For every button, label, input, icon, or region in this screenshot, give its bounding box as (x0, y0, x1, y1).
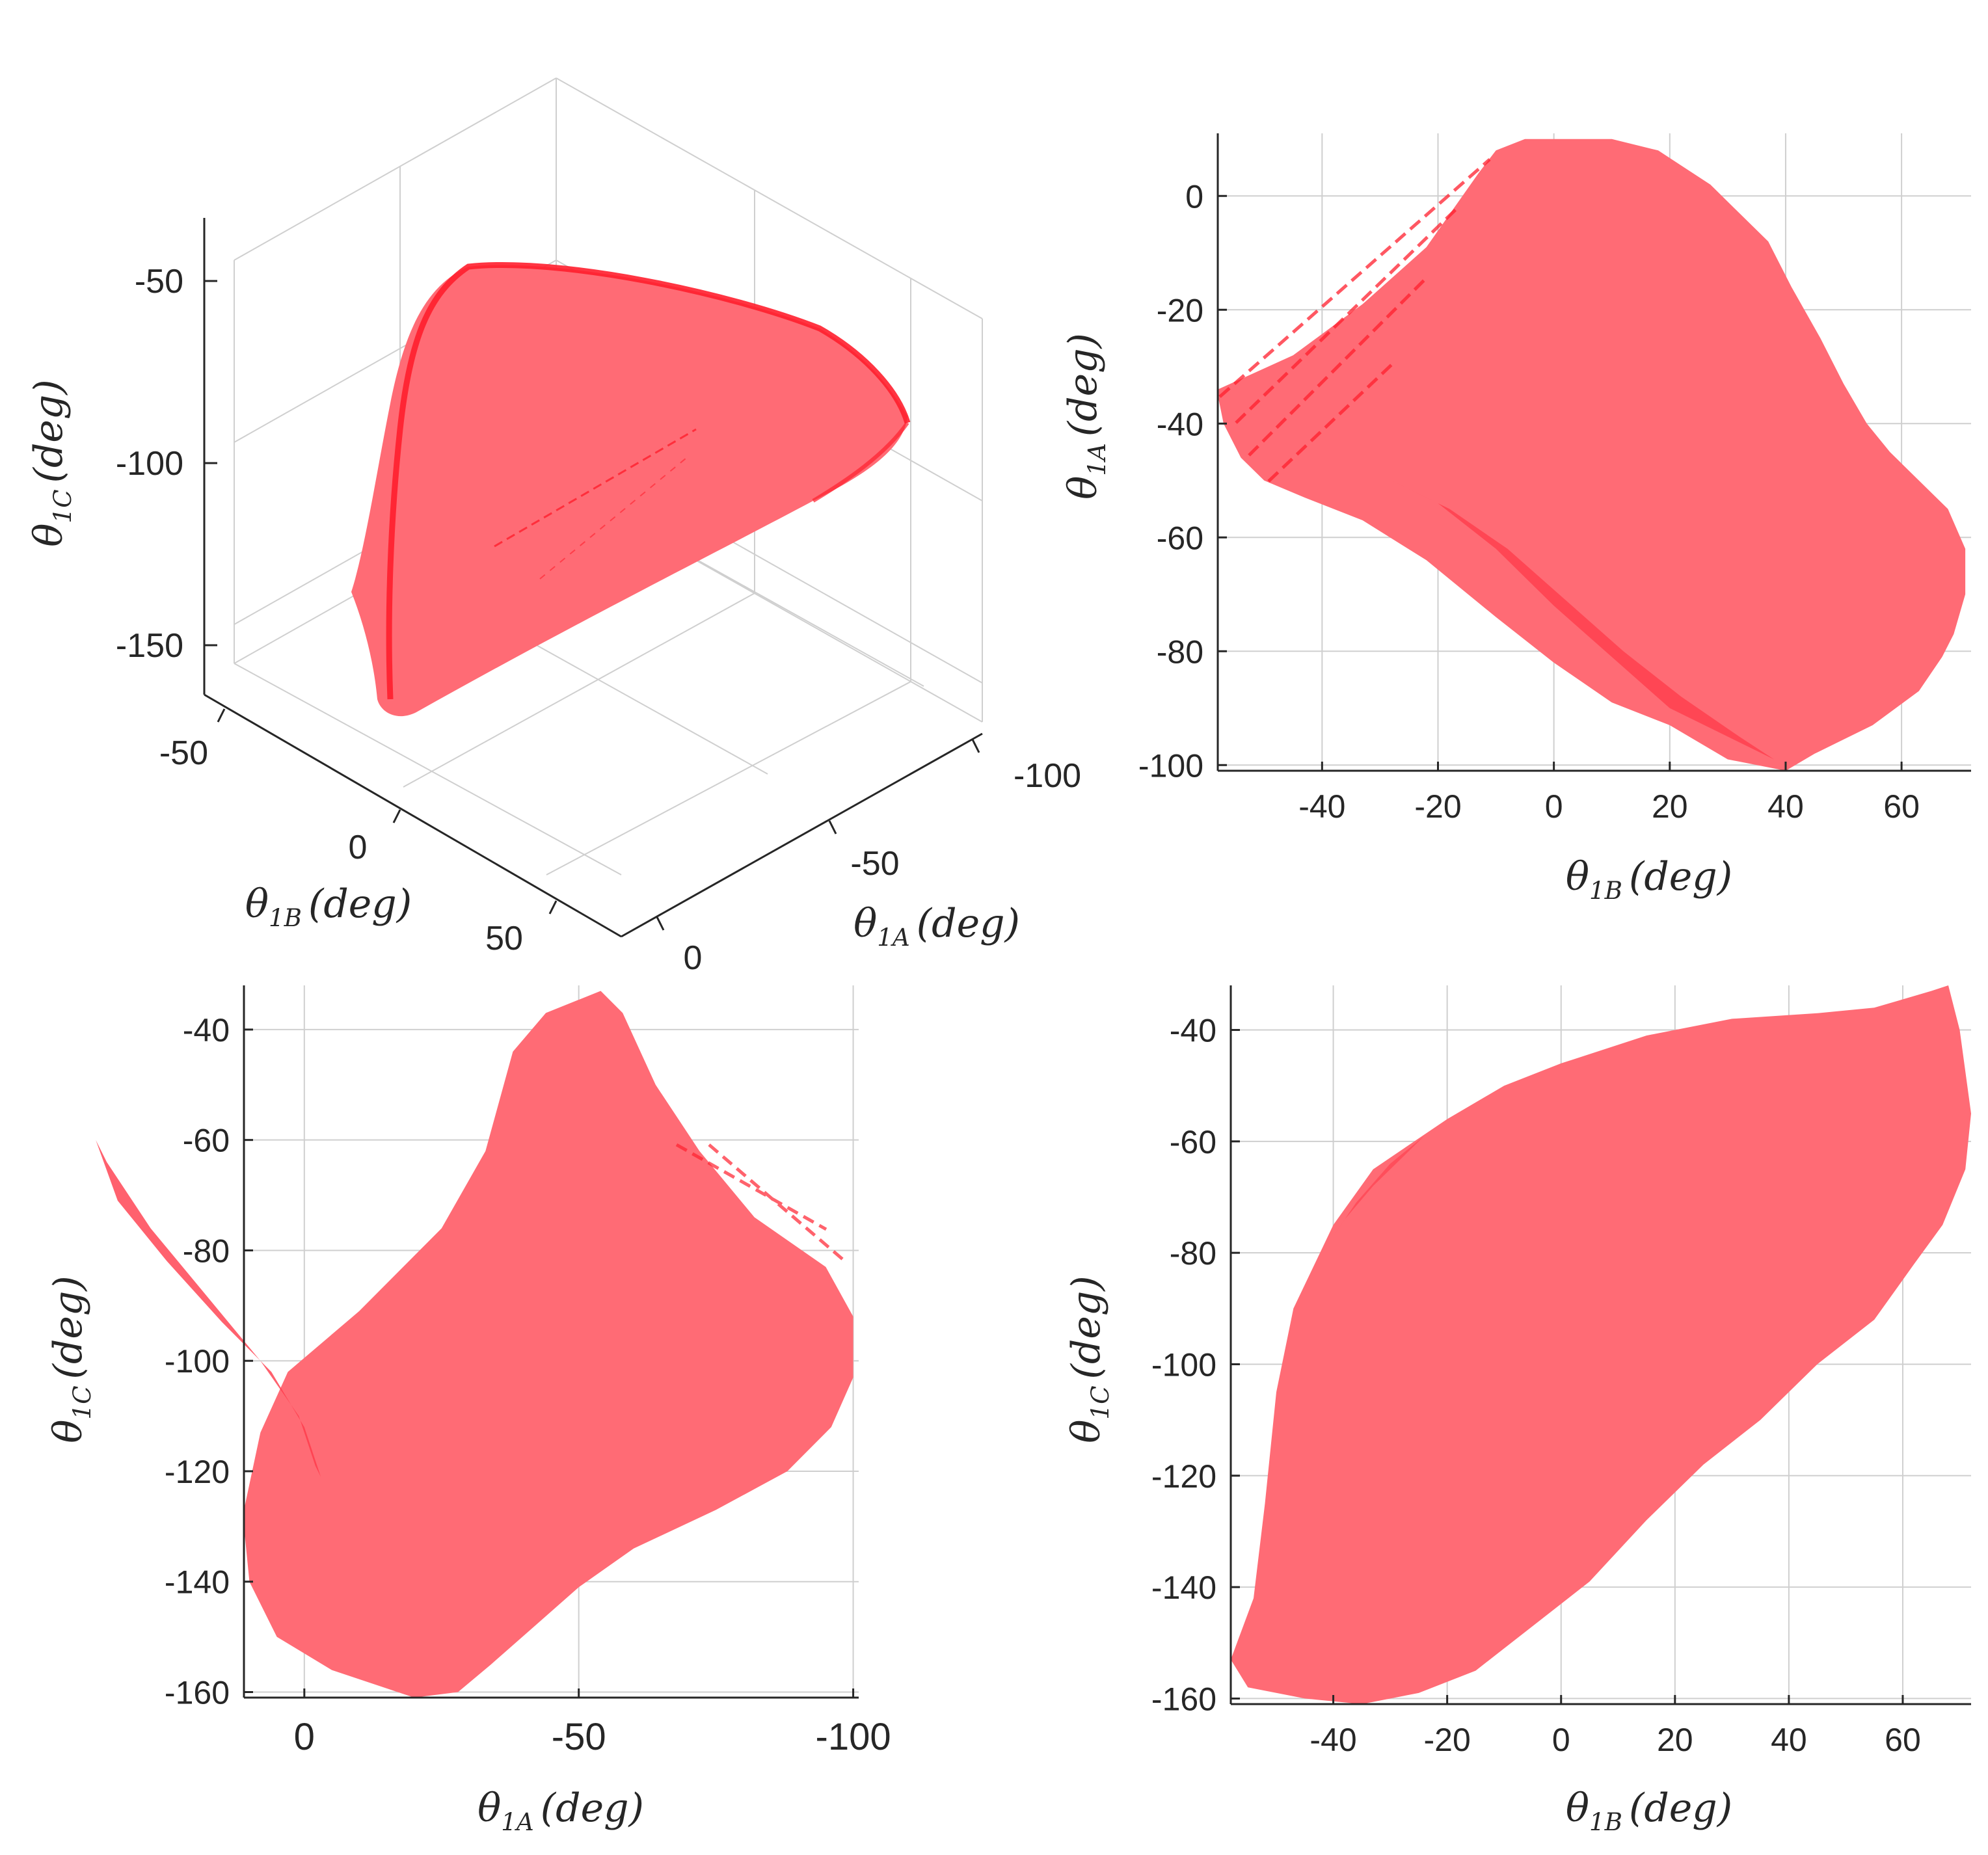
xtick-label: 60 (1883, 788, 1920, 825)
panel-a-vs-b-dense-band (1391, 480, 1775, 760)
panel-3d-ytick-mark-2 (828, 820, 837, 834)
panel-3d-xtick-mark-2 (392, 809, 401, 823)
panel-c-vs-a-xticks: 0 -50 -100 (294, 1716, 891, 1758)
panel-3d-inner-streak (494, 428, 697, 548)
panel-c-vs-a: 0 -50 -100 -40 -60 -80 -100 -120 -140 -160 θ1A (d… (46, 985, 891, 1836)
panel-3d-ytick-2: -100 (1014, 757, 1081, 795)
panel-c-vs-b-region (1231, 985, 1971, 1704)
panel-a-vs-b-edge-streaks (1218, 158, 1491, 483)
panel-3d-ytick-mark-1 (656, 916, 665, 931)
xtick-label: -40 (1298, 788, 1345, 825)
ytick-label: -60 (1170, 1124, 1216, 1160)
panel-3d-inner-streak-2 (539, 455, 690, 580)
panel-c-vs-b-xlabel: θ1B (deg) (1566, 1785, 1732, 1836)
panel-c-vs-b-xticks: -40 -20 0 20 40 60 (1310, 1722, 1920, 1758)
panel-c-vs-b-axes (1229, 985, 1971, 1705)
ytick-label: -100 (165, 1343, 230, 1380)
panel-3d-ztick-0: -50 (135, 263, 183, 300)
xtick-label: 40 (1771, 1722, 1807, 1758)
ytick-label: -40 (1157, 406, 1203, 442)
panel-3d-surface (351, 265, 907, 717)
panel-c-vs-a-ylabel: θ1C(deg) (46, 1275, 96, 1443)
ytick-label: -40 (183, 1012, 230, 1048)
xtick-label: 60 (1885, 1722, 1921, 1758)
panel-3d-xtick-1: 0 (349, 829, 368, 866)
ytick-label: -160 (165, 1675, 230, 1711)
panel-c-vs-b-yticks: -40 -60 -80 -100 -120 -140 -160 (1151, 1013, 1216, 1718)
panel-3d-xlabel: θ1B (deg) (245, 881, 412, 932)
ytick-label: -80 (1170, 1235, 1216, 1272)
panel-3d-ylabel: θ1A (deg) (853, 901, 1020, 952)
ytick-label: -120 (165, 1454, 230, 1490)
ytick-label: -120 (1151, 1458, 1216, 1495)
xtick-label: 40 (1767, 788, 1804, 825)
ytick-label: -20 (1157, 292, 1203, 328)
ytick-label: -100 (1138, 747, 1203, 784)
panel-a-vs-b-ylabel: θ1A(deg) (1060, 333, 1111, 500)
panel-3d-region (351, 262, 911, 717)
panel-c-vs-a-region (244, 991, 853, 1698)
panel-3d-zlabel: θ1C(deg) (26, 379, 77, 546)
ytick-label: -40 (1170, 1013, 1216, 1049)
panel-a-vs-b: -40 -20 0 20 40 60 0 -20 -40 -60 -80 -100 θ1B (deg)… (1060, 133, 1971, 905)
xtick-label: -50 (552, 1716, 606, 1758)
xtick-label: 0 (1552, 1722, 1570, 1758)
panel-c-vs-a-axes (243, 985, 859, 1699)
xtick-label: 0 (294, 1716, 315, 1758)
panel-3d-xtick-0: -50 (159, 734, 208, 772)
panel-c-vs-a-edge-streaks (675, 1143, 847, 1263)
panel-a-vs-b-yticks: 0 -20 -40 -60 -80 -100 (1138, 178, 1203, 784)
panel-a-vs-b-region (1218, 139, 1966, 771)
panel-3d-y-axis (621, 732, 983, 938)
panel-3d-ztick-1: -100 (116, 445, 183, 483)
panel-3d: -50 -100 -150 -50 0 50 0 -50 -100 θ1C(de… (26, 77, 1081, 977)
panel-3d-xtick-mark-3 (548, 900, 557, 914)
xtick-label: -20 (1424, 1722, 1471, 1758)
panel-a-vs-b-xticks: -40 -20 0 20 40 60 (1298, 788, 1920, 825)
xtick-label: -100 (816, 1716, 891, 1758)
panel-c-vs-a-yticks: -40 -60 -80 -100 -120 -140 -160 (165, 1012, 230, 1711)
panel-a-vs-b-xlabel: θ1B (deg) (1566, 854, 1732, 905)
ytick-label: -60 (183, 1123, 230, 1159)
xtick-label: 0 (1545, 788, 1563, 825)
panel-3d-edge-lower (812, 421, 909, 503)
ytick-label: -140 (165, 1564, 230, 1601)
xtick-label: 20 (1657, 1722, 1693, 1758)
panel-3d-edge-highlight (386, 262, 911, 700)
panel-a-vs-b-axes (1216, 133, 1971, 772)
panel-c-vs-a-xlabel: θ1A (deg) (477, 1785, 644, 1836)
ytick-label: -60 (1157, 520, 1203, 556)
panel-3d-xtick-2: 50 (485, 920, 523, 957)
xtick-label: 20 (1652, 788, 1688, 825)
panel-3d-x-axis (204, 693, 622, 938)
panel-3d-ytick-0: 0 (684, 939, 703, 977)
xtick-label: -20 (1414, 788, 1461, 825)
ytick-label: -80 (183, 1233, 230, 1269)
ytick-label: -140 (1151, 1569, 1216, 1606)
xtick-label: -40 (1310, 1722, 1356, 1758)
ytick-label: -80 (1157, 634, 1203, 670)
ytick-label: -160 (1151, 1681, 1216, 1717)
panel-3d-xtick-mark-1 (217, 708, 226, 723)
ytick-label: -100 (1151, 1346, 1216, 1383)
panel-c-vs-b-ylabel: θ1C(deg) (1064, 1275, 1114, 1443)
panel-3d-ytick-1: -50 (850, 845, 899, 883)
panel-3d-ytick-mark-3 (971, 739, 980, 753)
panel-3d-ztick-2: -150 (116, 627, 183, 665)
ytick-label: 0 (1185, 178, 1203, 215)
panel-c-vs-b: -40 -20 0 20 40 60 -40-60-80-100-120-140-160 … (1064, 985, 1971, 1836)
